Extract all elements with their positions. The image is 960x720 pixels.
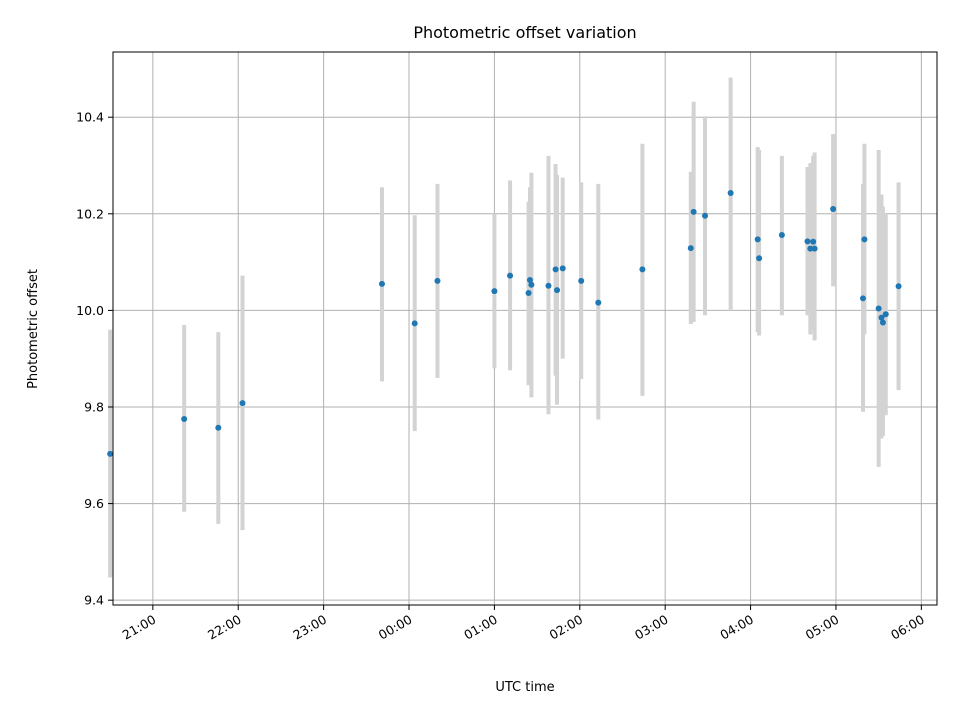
data-point — [859, 295, 866, 302]
data-point — [239, 400, 246, 407]
data-point — [690, 208, 697, 215]
y-axis-ticks: 9.4 9.6 9.8 10.0 10.2 10.4 — [76, 110, 113, 608]
x-tick-label: 05:00 — [803, 612, 842, 643]
data-point — [882, 311, 889, 318]
data-point — [861, 236, 868, 243]
data-point — [895, 283, 902, 290]
data-point — [879, 319, 886, 326]
data-point — [754, 236, 761, 243]
x-tick-label: 04:00 — [717, 612, 756, 643]
y-axis-label: Photometric offset — [26, 269, 41, 389]
data-point — [215, 424, 222, 431]
data-point — [702, 212, 709, 219]
y-tick-label: 10.0 — [76, 303, 104, 318]
data-point — [411, 320, 418, 327]
data-point — [181, 416, 188, 423]
data-point — [811, 245, 818, 252]
x-axis-label: UTC time — [495, 680, 554, 695]
data-point — [639, 266, 646, 273]
x-tick-label: 23:00 — [290, 612, 329, 643]
data-point — [378, 280, 385, 287]
error-bars — [108, 77, 901, 578]
data-point — [434, 277, 441, 284]
x-tick-label: 03:00 — [632, 612, 671, 643]
y-tick-label: 9.4 — [84, 593, 104, 608]
chart-title: Photometric offset variation — [413, 23, 636, 42]
data-point — [559, 265, 566, 272]
data-point — [756, 255, 763, 262]
x-tick-label: 02:00 — [547, 612, 586, 643]
data-point — [778, 232, 785, 239]
data-point — [830, 205, 837, 212]
y-tick-label: 10.4 — [76, 110, 104, 125]
data-point — [554, 287, 561, 294]
x-tick-label: 06:00 — [888, 612, 927, 643]
data-points — [107, 190, 902, 457]
data-point — [528, 281, 535, 288]
data-point — [875, 305, 882, 312]
y-tick-label: 9.8 — [84, 399, 104, 414]
data-point — [804, 238, 811, 245]
plot-frame — [112, 51, 938, 606]
data-point — [545, 282, 552, 289]
data-point — [878, 314, 885, 321]
data-point — [807, 245, 814, 252]
y-tick-label: 9.6 — [84, 496, 104, 511]
x-tick-label: 22:00 — [205, 612, 244, 643]
data-point — [552, 266, 559, 273]
data-point — [107, 450, 114, 457]
x-tick-label: 21:00 — [120, 612, 159, 643]
data-point — [526, 276, 533, 283]
data-point — [687, 245, 694, 252]
x-axis-ticks: 21:00 22:00 23:00 00:00 01:00 02:00 03:00 04:00… — [120, 605, 927, 643]
x-tick-label: 01:00 — [461, 612, 500, 643]
data-point — [491, 288, 498, 295]
data-point — [810, 238, 817, 245]
data-point — [727, 190, 734, 197]
data-point — [595, 299, 602, 306]
data-point — [578, 277, 585, 284]
data-point — [525, 290, 532, 297]
y-tick-label: 10.2 — [76, 206, 104, 221]
x-tick-label: 00:00 — [376, 612, 415, 643]
data-point — [507, 272, 514, 279]
